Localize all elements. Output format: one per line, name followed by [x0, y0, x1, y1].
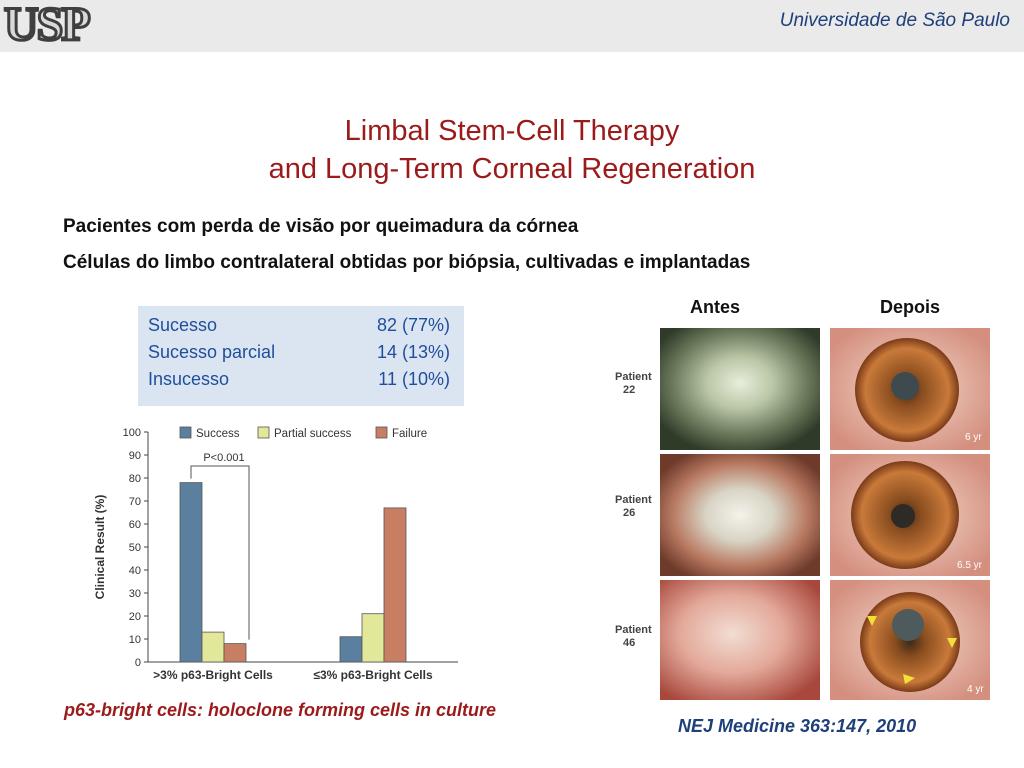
eye-photo-before: [660, 454, 820, 576]
y-tick-label: 100: [123, 427, 141, 439]
eye-pupil: [891, 504, 915, 528]
legend-swatch: [257, 426, 270, 439]
patient-photo-panel: Patient 22 6 yr Patient 26 6.5 yr Patient 4…: [615, 328, 990, 700]
bullet-patients: Pacientes com perda de visão por queimad…: [63, 216, 579, 237]
result-label: Sucesso parcial: [148, 342, 276, 362]
clinical-result-chart: 0 10 20 30 40 50 60 70 80 90 100 Clinical Result (%…: [93, 426, 458, 682]
y-tick-label: 60: [129, 519, 141, 531]
header-bar: USP Universidade de São Paulo: [0, 0, 1024, 52]
column-header-before: Antes: [690, 297, 741, 317]
eye-iris: [860, 592, 960, 692]
y-tick-label: 70: [129, 496, 141, 508]
significance-bracket: [190, 465, 250, 640]
patient-22-row: Patient 22 6 yr: [615, 328, 990, 450]
citation: NEJ Medicine 363:147, 2010: [678, 716, 917, 736]
university-name: Universidade de São Paulo: [779, 10, 1010, 31]
eye-pupil: [891, 372, 919, 400]
bar-failure: [223, 643, 247, 663]
y-tick-label: 10: [129, 634, 141, 646]
bullet-cells: Células do limbo contralateral obtidas p…: [63, 252, 751, 273]
bar-failure: [383, 507, 407, 663]
patient-label: Patient 26: [615, 494, 652, 519]
y-tick-label: 30: [129, 588, 141, 600]
legend-label: Failure: [392, 428, 427, 440]
arrow-marker-icon: [947, 638, 957, 648]
arrow-marker-icon: [903, 674, 915, 684]
title-line-2: and Long-Term Corneal Regeneration: [268, 153, 756, 185]
y-tick-label: 0: [135, 657, 141, 669]
patient-label: Patient 22: [615, 371, 652, 396]
eye-photo-before: [660, 328, 820, 450]
duration-label: 6.5 yr: [957, 560, 983, 571]
title-line-1: Limbal Stem-Cell Therapy: [344, 115, 680, 147]
column-header-after: Depois: [880, 297, 941, 317]
y-tick-label: 90: [129, 450, 141, 462]
legend-swatch: [375, 426, 388, 439]
duration-label: 6 yr: [965, 432, 982, 443]
duration-label: 4 yr: [967, 684, 984, 695]
bar-partial-success: [201, 631, 225, 663]
result-value: 14 (13%): [376, 342, 450, 362]
bar-success: [339, 636, 363, 663]
p-value-annotation: P<0.001: [203, 452, 244, 464]
result-row-success: Sucesso 82 (77%): [148, 315, 454, 342]
results-table: Sucesso 82 (77%) Sucesso parcial 14 (13%…: [138, 306, 464, 406]
legend-label: Partial success: [274, 428, 352, 440]
result-label: Insucesso: [148, 369, 230, 389]
patient-26-row: Patient 26 6.5 yr: [615, 454, 990, 576]
arrow-marker-icon: [867, 616, 877, 626]
patient-46-row: Patient 46 4 yr: [615, 580, 990, 700]
eye-pupil: [892, 609, 924, 641]
result-row-partial: Sucesso parcial 14 (13%): [148, 342, 454, 369]
result-row-failure: Insucesso 11 (10%): [148, 369, 454, 396]
y-axis-label: Clinical Result (%): [93, 495, 107, 600]
x-tick-label: >3% p63-Bright Cells: [153, 668, 273, 682]
bar-partial-success: [361, 613, 385, 663]
y-tick-label: 80: [129, 473, 141, 485]
legend-swatch: [179, 426, 192, 439]
patient-label: Patient 46: [615, 624, 652, 649]
y-tick-label: 40: [129, 565, 141, 577]
eye-photo-before: [660, 580, 820, 700]
y-tick-label: 20: [129, 611, 141, 623]
slide-title: Limbal Stem-Cell Therapy and Long-Term C…: [0, 112, 1024, 188]
x-tick-label: ≤3% p63-Bright Cells: [313, 668, 433, 682]
y-tick-label: 50: [129, 542, 141, 554]
result-value: 11 (10%): [378, 369, 450, 389]
chart-footnote: p63-bright cells: holoclone forming cell…: [64, 700, 497, 720]
legend-label: Success: [196, 428, 240, 440]
usp-logo: USP: [3, 0, 93, 51]
result-value: 82 (77%): [376, 315, 450, 335]
result-label: Sucesso: [148, 315, 218, 335]
bar-success: [179, 482, 203, 663]
